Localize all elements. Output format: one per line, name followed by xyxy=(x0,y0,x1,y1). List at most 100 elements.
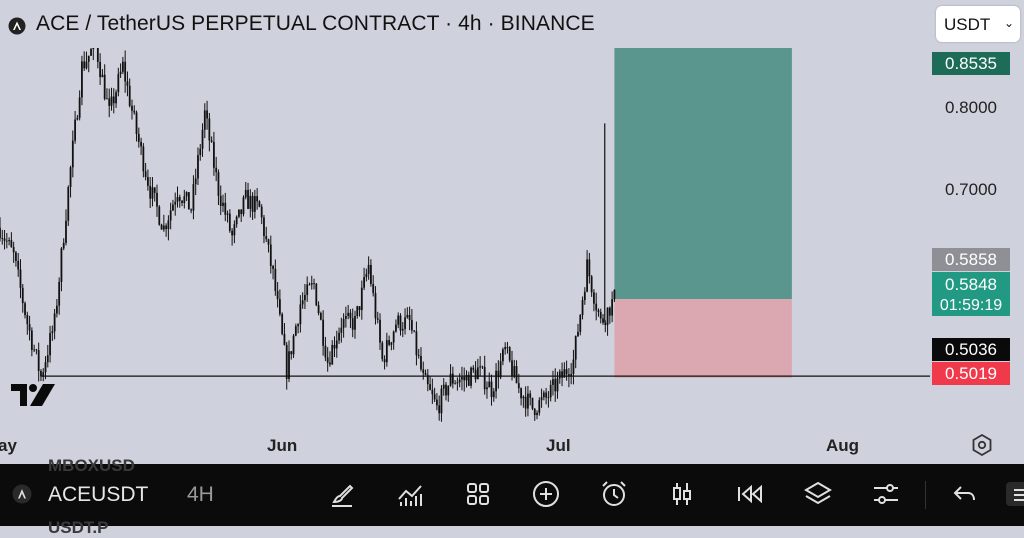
candle xyxy=(588,252,591,284)
stop-zone[interactable] xyxy=(614,299,792,378)
candle xyxy=(351,308,354,338)
price-chart[interactable] xyxy=(0,48,930,424)
candle xyxy=(356,305,359,319)
currency-select[interactable]: USDT ⌄ xyxy=(936,6,1020,42)
adjacent-symbol-ghost-2: USDT.P xyxy=(48,518,109,537)
candle xyxy=(404,308,406,335)
candle xyxy=(397,312,400,329)
candle xyxy=(263,214,265,244)
candle xyxy=(278,289,281,317)
candle xyxy=(586,250,588,293)
candle xyxy=(222,194,224,213)
candle xyxy=(563,362,566,378)
candle xyxy=(101,69,104,78)
symbol-button[interactable]: ACEUSDT xyxy=(48,483,149,506)
x-tick-label-may: ay xyxy=(0,436,17,455)
chart-type-button[interactable] xyxy=(666,478,698,510)
interval-button[interactable]: 4H xyxy=(187,483,214,506)
candle xyxy=(15,250,17,267)
candle xyxy=(17,253,20,277)
candle xyxy=(581,296,584,320)
candle xyxy=(24,301,26,319)
candle xyxy=(149,177,152,209)
candle xyxy=(338,327,340,344)
candle xyxy=(540,388,543,408)
replay-button[interactable] xyxy=(734,478,766,510)
candle xyxy=(33,344,36,353)
candle xyxy=(536,410,538,420)
brush-button[interactable] xyxy=(326,478,358,510)
candle xyxy=(611,291,614,323)
candle xyxy=(363,267,365,291)
candle xyxy=(472,365,475,373)
candle xyxy=(470,366,472,389)
candle xyxy=(542,390,545,401)
candle xyxy=(515,360,518,384)
candle xyxy=(201,123,204,157)
add-button[interactable] xyxy=(530,478,562,510)
candle xyxy=(92,48,95,61)
candle xyxy=(192,175,195,220)
indicators-button[interactable] xyxy=(394,478,426,510)
candle xyxy=(349,309,352,329)
candle xyxy=(567,368,570,388)
candle xyxy=(527,385,529,417)
candle xyxy=(442,378,445,396)
candle xyxy=(451,366,454,389)
candle xyxy=(65,209,67,246)
target-price-label: 0.8535 xyxy=(932,52,1010,75)
candle-countdown: 01:59:19 xyxy=(939,297,1003,314)
replay-icon xyxy=(738,484,762,504)
undo-button[interactable] xyxy=(948,478,980,510)
toolbar-separator xyxy=(925,481,926,509)
candle xyxy=(606,307,609,336)
alarm-icon xyxy=(602,481,626,506)
candles-icon xyxy=(673,483,691,505)
candle xyxy=(599,308,602,324)
candle xyxy=(26,311,29,335)
candle xyxy=(49,325,51,363)
candle xyxy=(577,323,579,338)
candle xyxy=(319,311,322,321)
candle xyxy=(235,215,238,228)
candle xyxy=(215,156,218,182)
candle xyxy=(265,226,268,243)
candle xyxy=(83,51,86,71)
candle xyxy=(379,313,381,350)
candle xyxy=(511,350,513,381)
candle xyxy=(513,359,516,379)
candle xyxy=(258,200,261,208)
candle xyxy=(342,313,345,338)
candle xyxy=(81,55,83,106)
settings-button[interactable] xyxy=(870,478,902,510)
candle xyxy=(135,110,138,142)
layout-grid-button[interactable] xyxy=(462,478,494,510)
candle xyxy=(62,238,65,251)
candle xyxy=(492,388,495,402)
y-tick-label-0.7: 0.7000 xyxy=(945,180,997,199)
candle xyxy=(103,64,106,101)
menu-button[interactable] xyxy=(1004,478,1024,510)
target-zone[interactable] xyxy=(614,48,792,300)
candle xyxy=(561,362,563,387)
candle xyxy=(217,169,220,205)
chart-settings-icon[interactable] xyxy=(970,433,994,457)
candle xyxy=(579,314,582,336)
candle xyxy=(213,131,215,176)
x-tick-label-jun: Jun xyxy=(267,436,298,455)
candle xyxy=(558,369,561,384)
candle xyxy=(194,168,197,196)
candle xyxy=(274,259,277,296)
candle xyxy=(340,317,343,343)
alert-button[interactable] xyxy=(598,478,630,510)
candle xyxy=(602,313,604,325)
object-tree-button[interactable] xyxy=(802,478,834,510)
candle xyxy=(285,341,288,390)
candle xyxy=(335,330,338,358)
candle xyxy=(244,181,247,200)
layers-icon xyxy=(804,481,832,505)
candle xyxy=(344,306,347,328)
candle xyxy=(74,110,76,144)
candle xyxy=(1,229,4,245)
candle xyxy=(162,214,165,232)
